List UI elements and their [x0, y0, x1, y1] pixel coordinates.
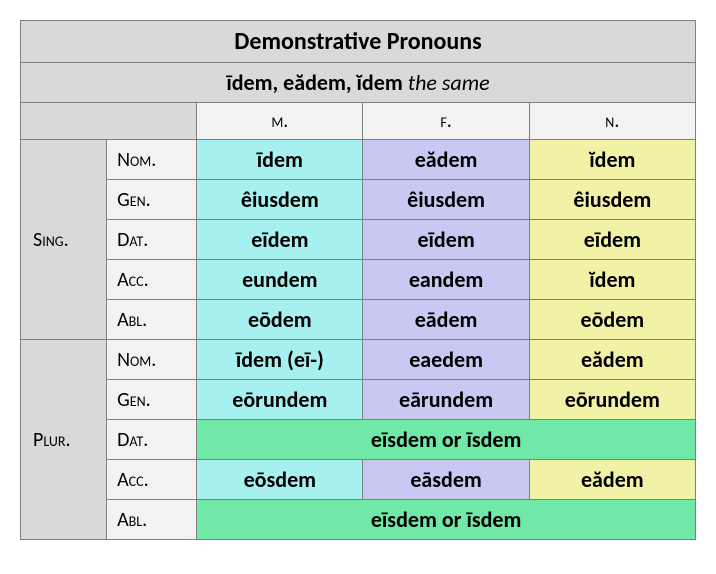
table-row: Dat. eīdem eīdem eīdem — [21, 220, 696, 260]
cell-value: eădem — [529, 460, 695, 500]
number-plural: Plur. — [21, 340, 107, 540]
case-gen: Gen. — [107, 380, 197, 420]
table-subtitle: īdem, eădem, ĭdem the same — [21, 63, 696, 103]
case-abl: Abl. — [107, 500, 197, 540]
case-acc: Acc. — [107, 260, 197, 300]
cell-value: eōdem — [197, 300, 363, 340]
cell-value: eōrundem — [197, 380, 363, 420]
cell-value: ĭdem — [529, 260, 695, 300]
header-empty — [21, 103, 197, 140]
cell-value-merged: eīsdem or īsdem — [197, 500, 696, 540]
cell-value: êiusdem — [197, 180, 363, 220]
table-row: Sing. Nom. īdem eădem ĭdem — [21, 140, 696, 180]
cell-value: eandem — [363, 260, 529, 300]
cell-value: eădem — [529, 340, 695, 380]
cell-value: ĭdem — [529, 140, 695, 180]
case-dat: Dat. — [107, 420, 197, 460]
cell-value: eādem — [363, 300, 529, 340]
cell-value: êiusdem — [363, 180, 529, 220]
gender-header-row: m. f. n. — [21, 103, 696, 140]
cell-value: eădem — [363, 140, 529, 180]
declension-table: Demonstrative Pronouns īdem, eădem, ĭdem… — [20, 20, 696, 540]
cell-value: eīdem — [197, 220, 363, 260]
table-row: Dat. eīsdem or īsdem — [21, 420, 696, 460]
cell-value: êiusdem — [529, 180, 695, 220]
cell-value: eīdem — [529, 220, 695, 260]
cell-value: eundem — [197, 260, 363, 300]
table-row: Acc. eundem eandem ĭdem — [21, 260, 696, 300]
cell-value-merged: eīsdem or īsdem — [197, 420, 696, 460]
table-row: Gen. êiusdem êiusdem êiusdem — [21, 180, 696, 220]
cell-value: eīdem — [363, 220, 529, 260]
table-row: Plur. Nom. īdem (eī-) eaedem eădem — [21, 340, 696, 380]
number-singular: Sing. — [21, 140, 107, 340]
table-row: Abl. eōdem eādem eōdem — [21, 300, 696, 340]
cell-value: eōrundem — [529, 380, 695, 420]
cell-value: eōsdem — [197, 460, 363, 500]
table-title: Demonstrative Pronouns — [21, 21, 696, 63]
title-row: Demonstrative Pronouns — [21, 21, 696, 63]
table-row: Acc. eōsdem eāsdem eădem — [21, 460, 696, 500]
cell-value: eōdem — [529, 300, 695, 340]
case-nom: Nom. — [107, 140, 197, 180]
subtitle-row: īdem, eădem, ĭdem the same — [21, 63, 696, 103]
case-nom: Nom. — [107, 340, 197, 380]
case-gen: Gen. — [107, 180, 197, 220]
header-neuter: n. — [529, 103, 695, 140]
header-feminine: f. — [363, 103, 529, 140]
table-row: Abl. eīsdem or īsdem — [21, 500, 696, 540]
cell-value: eārundem — [363, 380, 529, 420]
case-abl: Abl. — [107, 300, 197, 340]
case-acc: Acc. — [107, 460, 197, 500]
cell-value: eaedem — [363, 340, 529, 380]
cell-value: īdem — [197, 140, 363, 180]
cell-value: īdem (eī-) — [197, 340, 363, 380]
subtitle-forms: īdem, eădem, ĭdem — [226, 69, 402, 96]
subtitle-gloss: the same — [408, 69, 490, 96]
cell-value: eāsdem — [363, 460, 529, 500]
case-dat: Dat. — [107, 220, 197, 260]
table-row: Gen. eōrundem eārundem eōrundem — [21, 380, 696, 420]
header-masculine: m. — [197, 103, 363, 140]
